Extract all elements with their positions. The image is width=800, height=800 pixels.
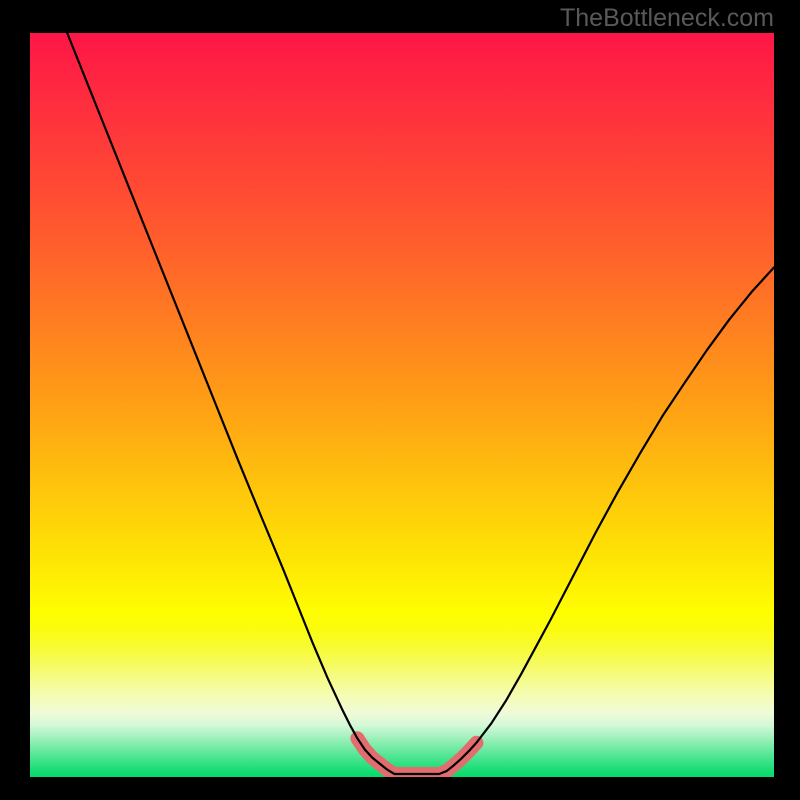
highlight-curve: [357, 738, 476, 774]
curve-layer: [30, 33, 774, 777]
watermark-text: TheBottleneck.com: [560, 4, 774, 33]
chart-canvas: TheBottleneck.com: [0, 0, 800, 800]
main-curve: [67, 33, 774, 774]
plot-area: [30, 33, 774, 777]
